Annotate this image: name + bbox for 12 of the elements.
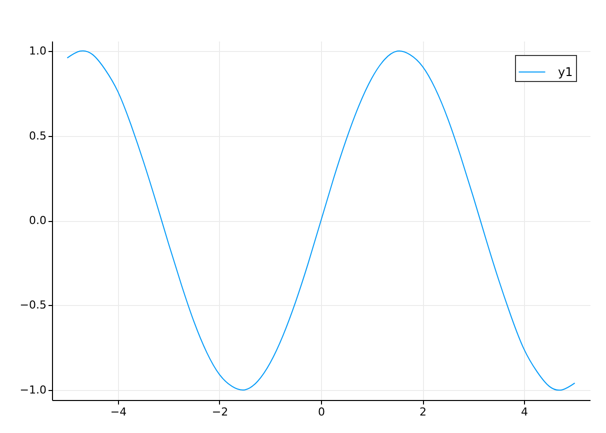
y-tick-label: 0.5 <box>29 129 46 142</box>
y-tick-label: 1.0 <box>29 44 46 58</box>
y-tick-label: 0.0 <box>29 214 46 227</box>
x-tick-label: −4 <box>110 406 127 418</box>
legend-label: y1 <box>558 65 573 79</box>
x-tick-label: 2 <box>420 406 427 418</box>
y-tick-label: −0.5 <box>20 298 46 312</box>
y-tick-label: −1.0 <box>20 383 46 396</box>
x-tick-label: 4 <box>521 406 528 418</box>
x-tick-label: 0 <box>318 406 325 418</box>
x-tick-label: −2 <box>212 406 228 418</box>
line-series <box>66 50 576 390</box>
